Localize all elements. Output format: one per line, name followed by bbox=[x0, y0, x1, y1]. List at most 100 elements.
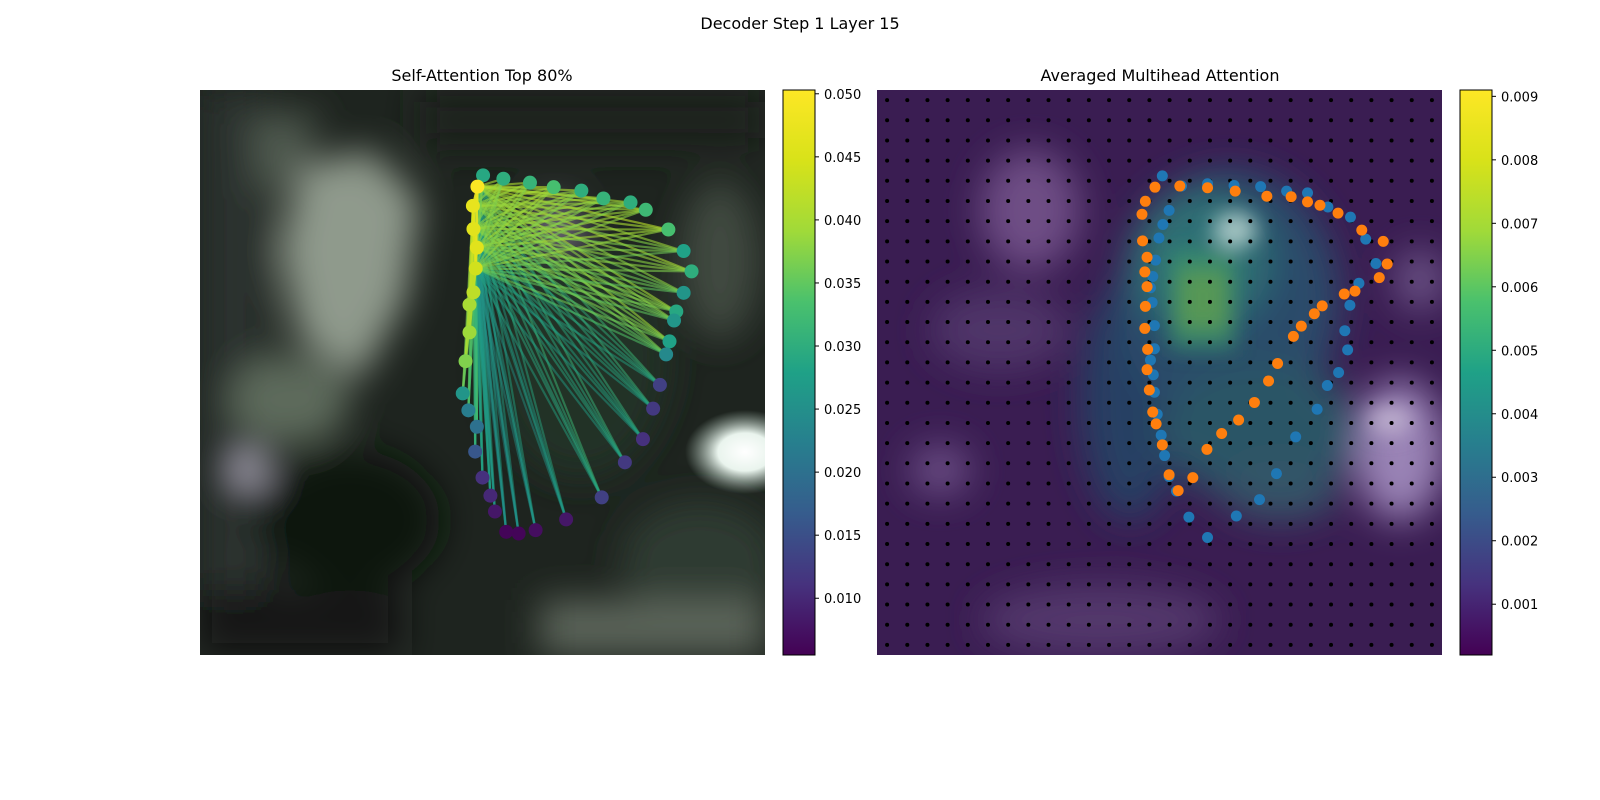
series-point bbox=[1370, 257, 1382, 269]
grid-dot bbox=[1026, 642, 1031, 647]
grid-dot bbox=[1006, 178, 1011, 183]
grid-dot bbox=[1369, 582, 1374, 587]
contour-point bbox=[462, 325, 477, 340]
grid-dot bbox=[1187, 562, 1192, 567]
grid-dot bbox=[1329, 542, 1334, 547]
grid-dot bbox=[1207, 542, 1212, 547]
grid-dot bbox=[1429, 380, 1434, 385]
grid-dot bbox=[905, 259, 910, 264]
grid-dot bbox=[1006, 198, 1011, 203]
grid-dot bbox=[1389, 441, 1394, 446]
attention-line bbox=[475, 247, 568, 520]
grid-dot bbox=[1329, 400, 1334, 405]
grid-dot bbox=[1107, 622, 1112, 627]
grid-dot bbox=[1026, 602, 1031, 607]
grid-dot bbox=[1006, 279, 1011, 284]
attention-line bbox=[474, 186, 555, 270]
grid-dot bbox=[1066, 441, 1071, 446]
grid-dot bbox=[1147, 239, 1152, 244]
grid-dot bbox=[905, 118, 910, 123]
grid-dot bbox=[1167, 400, 1172, 405]
series-point bbox=[1150, 254, 1162, 266]
series-point bbox=[1381, 258, 1393, 270]
grid-dot bbox=[1228, 622, 1233, 627]
grid-dot bbox=[985, 582, 990, 587]
grid-dot bbox=[1349, 582, 1354, 587]
grid-dot bbox=[1167, 562, 1172, 567]
colorbar-tick-label: 0.010 bbox=[824, 592, 861, 607]
grid-dot bbox=[1389, 642, 1394, 647]
grid-dot bbox=[1308, 360, 1313, 365]
contour-point bbox=[470, 179, 485, 194]
grid-dot bbox=[1429, 461, 1434, 466]
grid-dot bbox=[1429, 501, 1434, 506]
grid-dot bbox=[1046, 259, 1051, 264]
grid-dot bbox=[925, 259, 930, 264]
grid-dot bbox=[945, 602, 950, 607]
grid-dot bbox=[1308, 622, 1313, 627]
grid-dot bbox=[885, 259, 890, 264]
grid-dot bbox=[1308, 279, 1313, 284]
grid-dot bbox=[1207, 299, 1212, 304]
grid-dot bbox=[925, 481, 930, 486]
grid-dot bbox=[1409, 138, 1414, 143]
grid-dot bbox=[1066, 380, 1071, 385]
grid-dot bbox=[1107, 501, 1112, 506]
grid-dot bbox=[1288, 400, 1293, 405]
colorbar-tick-label: 0.005 bbox=[1501, 344, 1538, 359]
grid-dot bbox=[1268, 562, 1273, 567]
attention-line bbox=[476, 208, 647, 249]
grid-dot bbox=[1086, 239, 1091, 244]
grid-dot bbox=[1409, 542, 1414, 547]
grid-dot bbox=[925, 299, 930, 304]
grid-dot bbox=[1107, 461, 1112, 466]
grid-dot bbox=[925, 420, 930, 425]
grid-dot bbox=[885, 320, 890, 325]
grid-dot bbox=[1127, 299, 1132, 304]
right-colorbar: 0.001 0.002 0.003 0.004 0.005 0.006 0.007 0.008… bbox=[1459, 89, 1538, 656]
grid-dot bbox=[1288, 420, 1293, 425]
grid-dot bbox=[1369, 481, 1374, 486]
grid-dot bbox=[1268, 360, 1273, 365]
grid-dot bbox=[1349, 622, 1354, 627]
grid-dot bbox=[1228, 219, 1233, 224]
grid-dot bbox=[1026, 320, 1031, 325]
grid-dot bbox=[945, 259, 950, 264]
attention-line bbox=[474, 182, 531, 270]
grid-dot bbox=[1369, 138, 1374, 143]
grid-dot bbox=[1369, 622, 1374, 627]
series-point bbox=[1156, 439, 1168, 451]
grid-dot bbox=[1369, 320, 1374, 325]
series-point bbox=[1143, 384, 1155, 396]
grid-dot bbox=[1349, 98, 1354, 103]
grid-dot bbox=[1107, 582, 1112, 587]
grid-dot bbox=[1026, 299, 1031, 304]
contour-point bbox=[662, 334, 677, 349]
grid-dot bbox=[1107, 259, 1112, 264]
grid-dot bbox=[945, 481, 950, 486]
grid-dot bbox=[1066, 481, 1071, 486]
grid-dot bbox=[1207, 340, 1212, 345]
right-panel: Averaged Multihead Attention bbox=[877, 66, 1442, 655]
grid-dot bbox=[1167, 178, 1172, 183]
grid-dot bbox=[925, 158, 930, 163]
grid-dot bbox=[1107, 642, 1112, 647]
grid-dot bbox=[1268, 178, 1273, 183]
series-point bbox=[1216, 428, 1228, 440]
grid-dot bbox=[1308, 542, 1313, 547]
contour-point bbox=[499, 524, 514, 539]
left-colorbar-ticks: 0.010 0.015 0.020 0.025 0.030 0.035 0.040 0.045… bbox=[815, 88, 861, 607]
grid-dot bbox=[985, 642, 990, 647]
colorbar-tick-label: 0.020 bbox=[824, 466, 861, 481]
grid-dot bbox=[1187, 279, 1192, 284]
grid-dot bbox=[925, 380, 930, 385]
grid-dot bbox=[1006, 642, 1011, 647]
grid-dot bbox=[1107, 299, 1112, 304]
grid-dot bbox=[925, 279, 930, 284]
grid-dot bbox=[1187, 320, 1192, 325]
grid-dot bbox=[1248, 118, 1253, 123]
grid-dot bbox=[885, 441, 890, 446]
grid-dot bbox=[1369, 279, 1374, 284]
grid-dot bbox=[1006, 380, 1011, 385]
